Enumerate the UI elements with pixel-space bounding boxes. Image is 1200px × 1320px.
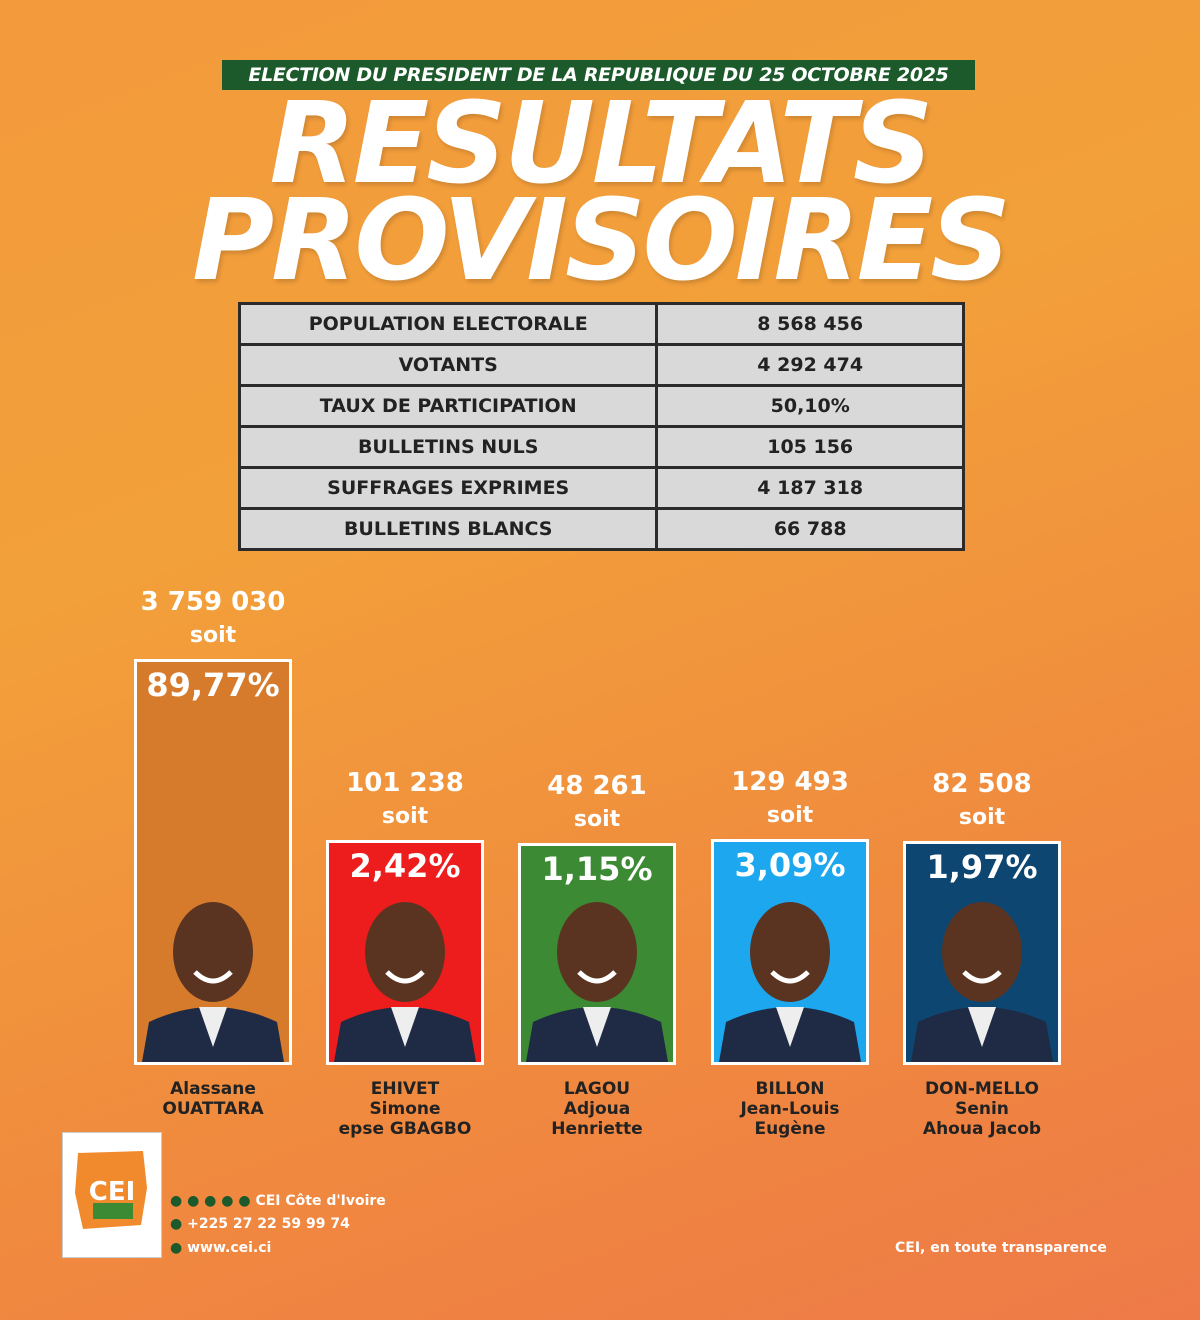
stat-value: 50,10% — [655, 384, 965, 428]
smile — [962, 970, 1002, 984]
vote-label: 3 759 030 — [140, 587, 286, 618]
stat-label: SUFFRAGES EXPRIMES — [237, 466, 659, 510]
candidate-name: EHIVET Simone epse GBAGBO — [338, 1079, 472, 1139]
stat-label: BULLETINS NULS — [237, 425, 659, 469]
stat-value: 4 292 474 — [655, 343, 965, 387]
value-label: 1,97% — [926, 847, 1038, 886]
value-label: 89,77% — [146, 666, 280, 705]
bar: 1,97% — [903, 840, 1061, 1065]
title: RESULTATS — [269, 79, 934, 209]
table-row: POPULATION ELECTORALE 8 568 456 — [237, 302, 965, 346]
logo: CEI — [62, 1132, 162, 1258]
photo — [719, 901, 861, 1062]
stat-value: 105 156 — [655, 425, 965, 469]
connector: soit — [958, 804, 1006, 830]
bar: 3,09% — [711, 838, 869, 1065]
stat-value: 4 187 318 — [655, 466, 965, 510]
stat-value: 8 568 456 — [655, 302, 965, 346]
head — [173, 901, 253, 1002]
head — [750, 901, 830, 1002]
smile — [193, 970, 233, 984]
title: PROVISOIRES — [192, 176, 1011, 306]
collar — [583, 1006, 611, 1047]
logo-band — [93, 1203, 133, 1219]
connector: soit — [381, 803, 429, 829]
vote-label: 101 238 — [346, 767, 464, 798]
vote-label: 48 261 — [547, 770, 647, 801]
photo — [142, 901, 284, 1062]
vote-label: 82 508 — [932, 768, 1032, 799]
website-text: www.cei.ci — [187, 1240, 272, 1256]
subtitle-banner: ELECTION DU PRESIDENT DE LA REPUBLIQUE D… — [222, 60, 975, 90]
slogan: CEI, en toute transparence — [895, 1240, 1107, 1256]
collar — [199, 1006, 227, 1047]
head — [365, 901, 445, 1002]
head — [557, 901, 637, 1002]
stat-label: VOTANTS — [237, 343, 659, 387]
photo — [911, 901, 1053, 1062]
candidate-name: BILLON Jean-Louis Eugène — [740, 1079, 840, 1139]
table-row: VOTANTS 4 292 474 — [237, 343, 965, 387]
social-text: CEI Côte d'Ivoire — [255, 1193, 386, 1209]
smile — [577, 970, 617, 984]
phone: ● +225 27 22 59 99 74 — [170, 1216, 350, 1232]
stat-value: 66 788 — [655, 507, 965, 551]
website: ● www.cei.ci — [170, 1240, 272, 1256]
candidate-name: LAGOU Adjoua Henriette — [551, 1079, 643, 1139]
logo-text: CEI — [88, 1177, 136, 1207]
phone-text: +225 27 22 59 99 74 — [187, 1216, 350, 1232]
stat-label: TAUX DE PARTICIPATION — [237, 384, 659, 428]
bar: 2,42% — [326, 839, 484, 1065]
photo — [526, 901, 668, 1062]
value-label: 2,42% — [349, 846, 461, 885]
smile — [385, 970, 425, 984]
candidate-name: DON-MELLO Senin Ahoua Jacob — [922, 1079, 1042, 1139]
connector: soit — [573, 806, 621, 832]
photo — [334, 901, 476, 1062]
vote-label: 129 493 — [731, 766, 849, 797]
table-row: TAUX DE PARTICIPATION 50,10% — [237, 384, 965, 428]
connector: soit — [766, 802, 814, 828]
smile — [770, 970, 810, 984]
collar — [776, 1006, 804, 1047]
social: ● ● ● ● ● CEI Côte d'Ivoire — [170, 1193, 386, 1209]
head — [942, 901, 1022, 1002]
candidate-name: Alassane OUATTARA — [162, 1079, 264, 1119]
bar: 1,15% — [518, 842, 676, 1065]
bar: 89,77% — [134, 659, 292, 1065]
collar — [968, 1006, 996, 1047]
collar — [391, 1006, 419, 1047]
stats-table: POPULATION ELECTORALE 8 568 456 VOTANTS 4 2… — [237, 302, 965, 551]
table-row: SUFFRAGES EXPRIMES 4 187 318 — [237, 466, 965, 510]
stat-label: BULLETINS BLANCS — [237, 507, 659, 551]
value-label: 1,15% — [541, 849, 653, 888]
stat-label: POPULATION ELECTORALE — [237, 302, 659, 346]
logo-graphic — [75, 1151, 147, 1229]
value-label: 3,09% — [734, 845, 846, 884]
table-row: BULLETINS BLANCS 66 788 — [237, 507, 965, 551]
connector: soit — [189, 623, 237, 649]
table-row: BULLETINS NULS 105 156 — [237, 425, 965, 469]
